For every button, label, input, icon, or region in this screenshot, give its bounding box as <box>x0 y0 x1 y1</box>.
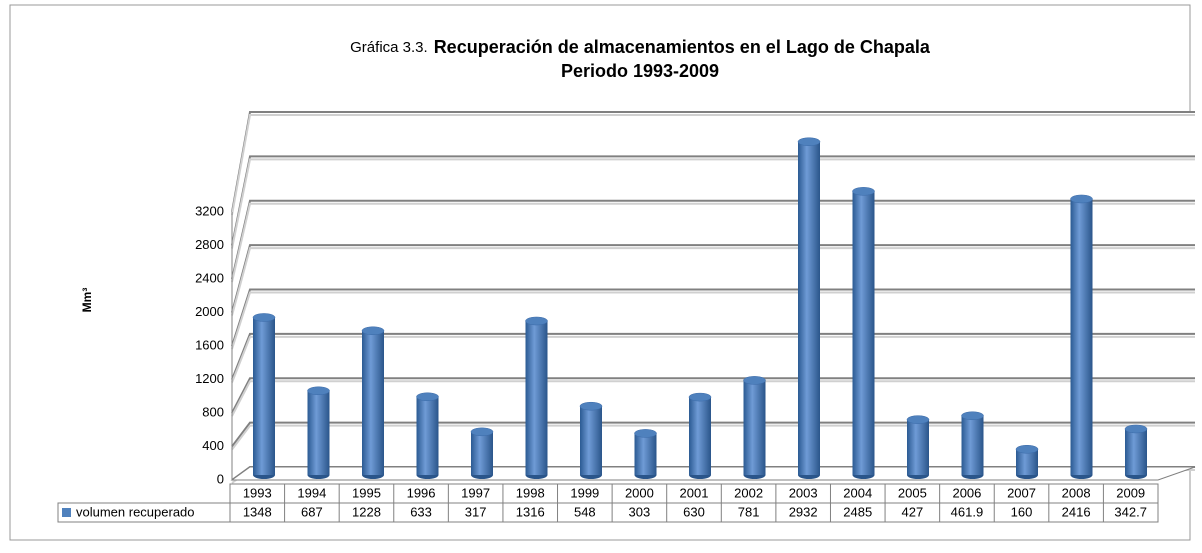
y-tick-label: 1200 <box>195 371 224 386</box>
x-tick-label: 1994 <box>297 485 326 500</box>
x-tick-label: 2007 <box>1007 485 1036 500</box>
x-tick-label: 2006 <box>952 485 981 500</box>
grid-shadow <box>231 202 1195 283</box>
grid-line <box>231 377 1195 414</box>
x-tick-label: 2001 <box>680 485 709 500</box>
grid-shadow <box>231 291 1195 350</box>
x-tick-label: 2009 <box>1116 485 1145 500</box>
bar-top <box>852 187 875 196</box>
x-tick-label: 2002 <box>734 485 763 500</box>
bar-top <box>797 137 821 146</box>
x-tick-label: 2004 <box>843 485 872 500</box>
bar-top <box>416 392 439 402</box>
bar-top <box>1070 194 1093 204</box>
table-value: 2485 <box>843 504 872 519</box>
table-value: 1348 <box>243 504 272 519</box>
bar-top <box>1015 445 1039 454</box>
x-tick-label: 1996 <box>407 485 436 500</box>
bar <box>1125 428 1147 475</box>
grid-shadow <box>231 424 1195 451</box>
grid-shadow <box>231 158 1195 249</box>
legend-label: volumen recuperado <box>76 504 195 519</box>
table-value: 781 <box>738 504 760 519</box>
y-tick-label: 0 <box>217 471 224 486</box>
bar <box>416 396 439 475</box>
chart-subtitle: Periodo 1993-2009 <box>561 61 719 81</box>
grid-shadow <box>231 380 1195 417</box>
x-tick-label: 2000 <box>625 485 654 500</box>
bar-top <box>252 313 276 322</box>
table-value: 427 <box>902 504 924 519</box>
bar-top <box>579 401 603 411</box>
bar-top <box>634 429 657 438</box>
legend-swatch <box>62 508 71 517</box>
table-value: 303 <box>629 504 651 519</box>
table-value: 2416 <box>1062 504 1091 519</box>
table-value: 2932 <box>789 504 818 519</box>
x-tick-label: 1997 <box>461 485 490 500</box>
y-tick-label: 1600 <box>195 337 224 352</box>
bar <box>307 390 330 475</box>
bar <box>362 330 384 475</box>
table-value: 1316 <box>516 504 545 519</box>
grid-shadow <box>231 247 1195 316</box>
grid-line <box>231 332 1195 380</box>
table-value: 1228 <box>352 504 381 519</box>
table-value: 687 <box>301 504 323 519</box>
bar <box>634 433 657 475</box>
y-tick-label: 2000 <box>195 304 224 319</box>
x-tick-label: 2008 <box>1062 485 1091 500</box>
bar-top <box>961 411 984 421</box>
x-tick-label: 2003 <box>789 485 818 500</box>
bar-top <box>525 316 548 326</box>
table-value: 548 <box>574 504 596 519</box>
bar <box>961 415 984 475</box>
bar <box>798 141 820 475</box>
bar-top <box>1124 424 1148 434</box>
y-tick-label: 2400 <box>195 270 224 285</box>
bar <box>253 317 275 475</box>
y-tick-label: 800 <box>202 404 224 419</box>
y-tick-label: 400 <box>202 438 224 453</box>
bar-top <box>743 376 766 385</box>
bar <box>580 406 602 475</box>
bar <box>1016 449 1038 475</box>
bar <box>525 321 548 475</box>
table-value: 633 <box>410 504 432 519</box>
table-value: 317 <box>465 504 487 519</box>
bar <box>743 380 766 475</box>
chart-title: Gráfica 3.3. Recuperación de almacenamien… <box>350 37 931 57</box>
x-tick-label: 1999 <box>570 485 599 500</box>
grid-shadow <box>231 114 1195 216</box>
x-tick-label: 2005 <box>898 485 927 500</box>
y-axis-label: Mm³ <box>80 288 94 313</box>
x-tick-label: 1995 <box>352 485 381 500</box>
table-value: 160 <box>1011 504 1033 519</box>
x-tick-label: 1998 <box>516 485 545 500</box>
table-value: 630 <box>683 504 705 519</box>
bar <box>907 419 929 475</box>
legend-cell <box>57 502 231 523</box>
table-value: 342.7 <box>1114 504 1147 519</box>
bar <box>471 431 493 475</box>
bar <box>1070 198 1093 475</box>
bar-top <box>906 415 930 424</box>
y-tick-label: 3200 <box>195 203 224 218</box>
bar-top <box>470 427 494 437</box>
bar-top <box>688 392 712 402</box>
bar <box>689 397 711 475</box>
bar <box>852 191 875 475</box>
bar-top <box>361 326 385 336</box>
y-tick-label: 2800 <box>195 237 224 252</box>
bar-top <box>307 386 330 396</box>
x-tick-label: 1993 <box>243 485 272 500</box>
grid-shadow <box>231 335 1195 383</box>
grid-line <box>231 421 1195 448</box>
table-value: 461.9 <box>951 504 984 519</box>
